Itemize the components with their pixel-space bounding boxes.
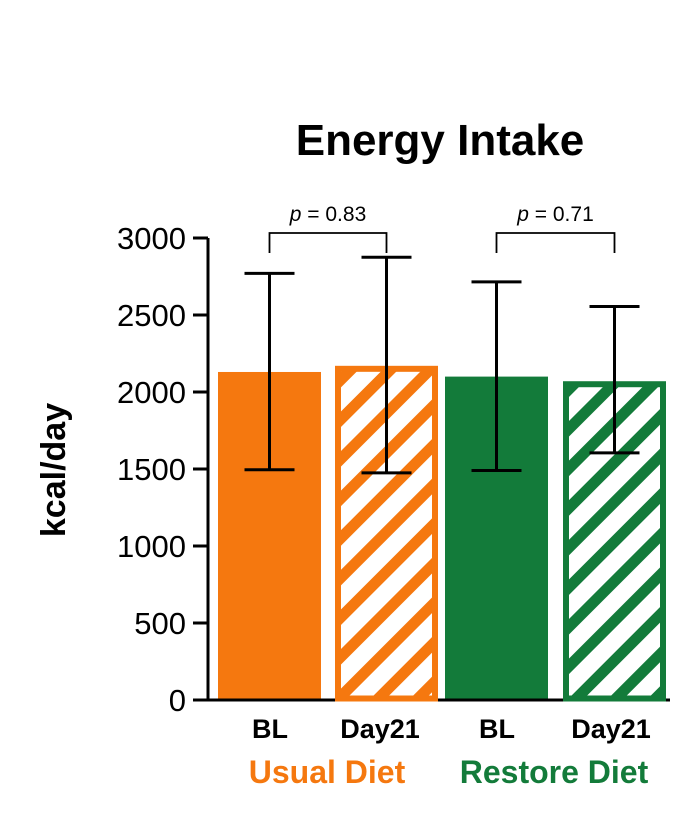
x-category-label: Day21 bbox=[340, 714, 420, 744]
category-labels: BL Day21 BL Day21 bbox=[252, 714, 651, 744]
significance-bracket bbox=[495, 232, 616, 253]
y-tick-label: 500 bbox=[134, 606, 186, 641]
p-value-label: p = 0.71 bbox=[516, 203, 594, 226]
bars bbox=[218, 365, 666, 702]
axes: 0 500 1000 1500 2000 2500 3000 bbox=[117, 221, 670, 718]
x-category-label: BL bbox=[252, 714, 288, 744]
p-value-symbol: p bbox=[516, 203, 529, 226]
p-value-number: = 0.83 bbox=[301, 203, 366, 226]
group-label: Restore Diet bbox=[460, 754, 649, 790]
p-value-symbol: p bbox=[289, 203, 302, 226]
group-label: Usual Diet bbox=[249, 754, 406, 790]
error-bar bbox=[361, 255, 412, 475]
y-tick-label: 2500 bbox=[117, 298, 186, 333]
error-bar bbox=[589, 305, 640, 455]
y-tick-label: 1500 bbox=[117, 452, 186, 487]
significance-annotations: p = 0.83 p = 0.71 bbox=[268, 203, 616, 253]
group-labels: Usual Diet Restore Diet bbox=[249, 754, 649, 790]
y-tick-label: 0 bbox=[169, 683, 186, 718]
y-tick-label: 1000 bbox=[117, 529, 186, 564]
x-category-label: Day21 bbox=[571, 714, 651, 744]
y-tick-label: 3000 bbox=[117, 221, 186, 256]
error-bar bbox=[244, 271, 295, 472]
chart-title: Energy Intake bbox=[296, 116, 585, 165]
y-tick-label: 2000 bbox=[117, 375, 186, 410]
x-category-label: BL bbox=[479, 714, 515, 744]
error-bar bbox=[471, 280, 522, 473]
p-value-number: = 0.71 bbox=[529, 203, 594, 226]
error-bars bbox=[244, 255, 640, 475]
y-axis-label: kcal/day bbox=[35, 403, 73, 537]
p-value-label: p = 0.83 bbox=[289, 203, 367, 226]
significance-bracket bbox=[268, 232, 388, 253]
